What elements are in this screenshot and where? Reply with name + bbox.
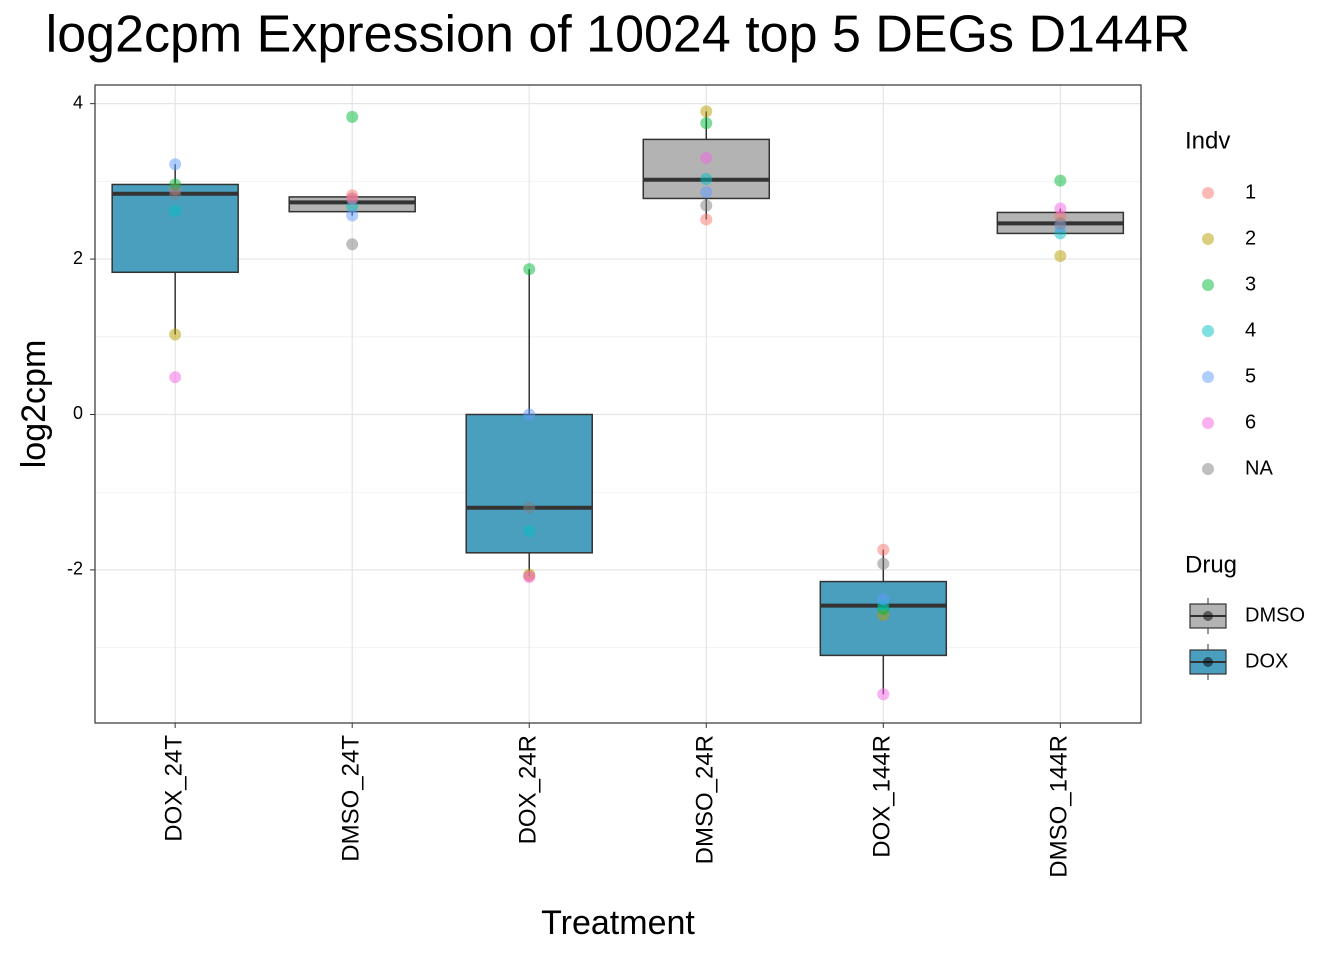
point xyxy=(877,557,890,570)
point xyxy=(1054,174,1067,187)
legend-title: Indv xyxy=(1185,127,1230,154)
point xyxy=(700,186,713,199)
y-tick-label: -2 xyxy=(67,559,83,579)
legend-label: NA xyxy=(1245,457,1273,479)
x-tick-label: DMSO_24R xyxy=(692,735,719,864)
chart-title: log2cpm Expression of 10024 top 5 DEGs D… xyxy=(46,6,1191,64)
point xyxy=(700,199,713,212)
point xyxy=(877,593,890,606)
legend-key xyxy=(1202,325,1214,337)
x-tick-label: DMSO_24T xyxy=(338,735,365,862)
x-tick-label: DOX_24T xyxy=(161,735,188,842)
point xyxy=(523,263,536,276)
point xyxy=(1054,249,1067,262)
point xyxy=(523,501,536,514)
x-tick-label: DOX_24R xyxy=(515,735,542,844)
y-tick-label: 2 xyxy=(73,248,83,268)
x-tick-label: DOX_144R xyxy=(869,735,896,858)
point xyxy=(346,110,359,123)
legend-key-point xyxy=(1203,657,1213,667)
point xyxy=(523,525,536,538)
legend-key xyxy=(1202,233,1214,245)
y-tick-label: 0 xyxy=(73,403,83,423)
legend-label: 6 xyxy=(1245,411,1256,433)
legend-label: DMSO xyxy=(1245,604,1305,626)
legend-label: DOX xyxy=(1245,650,1288,672)
x-axis-title: Treatment xyxy=(541,904,695,942)
point xyxy=(700,213,713,226)
point xyxy=(169,178,182,191)
point xyxy=(700,173,713,186)
point xyxy=(169,204,182,217)
point xyxy=(700,117,713,130)
plot-panel xyxy=(95,85,1141,723)
point xyxy=(1054,202,1067,215)
point xyxy=(700,105,713,118)
point xyxy=(169,158,182,171)
legend-key xyxy=(1202,463,1214,475)
legend-key xyxy=(1202,279,1214,291)
legend-key xyxy=(1202,187,1214,199)
point xyxy=(877,543,890,556)
legend-key xyxy=(1202,371,1214,383)
point xyxy=(169,187,182,200)
y-tick-label: 4 xyxy=(73,92,83,112)
point xyxy=(346,209,359,222)
point xyxy=(523,408,536,421)
legend-label: 3 xyxy=(1245,273,1256,295)
point xyxy=(169,328,182,341)
point xyxy=(877,688,890,701)
y-axis-title: log2cpm xyxy=(15,340,53,469)
point xyxy=(169,371,182,384)
legend-label: 2 xyxy=(1245,227,1256,249)
point xyxy=(700,152,713,165)
legend-title: Drug xyxy=(1185,551,1237,578)
legend-label: 1 xyxy=(1245,181,1256,203)
legend-label: 4 xyxy=(1245,319,1256,341)
marks xyxy=(111,105,1125,701)
point xyxy=(346,192,359,205)
legend-key-point xyxy=(1203,611,1213,621)
box xyxy=(642,138,771,200)
panel-border xyxy=(94,84,1142,724)
legend-label: 5 xyxy=(1245,365,1256,387)
box xyxy=(111,183,239,274)
legend-key xyxy=(1202,417,1214,429)
point xyxy=(346,238,359,251)
x-tick-label: DMSO_144R xyxy=(1046,735,1073,878)
point xyxy=(523,570,536,583)
point xyxy=(1054,217,1067,230)
